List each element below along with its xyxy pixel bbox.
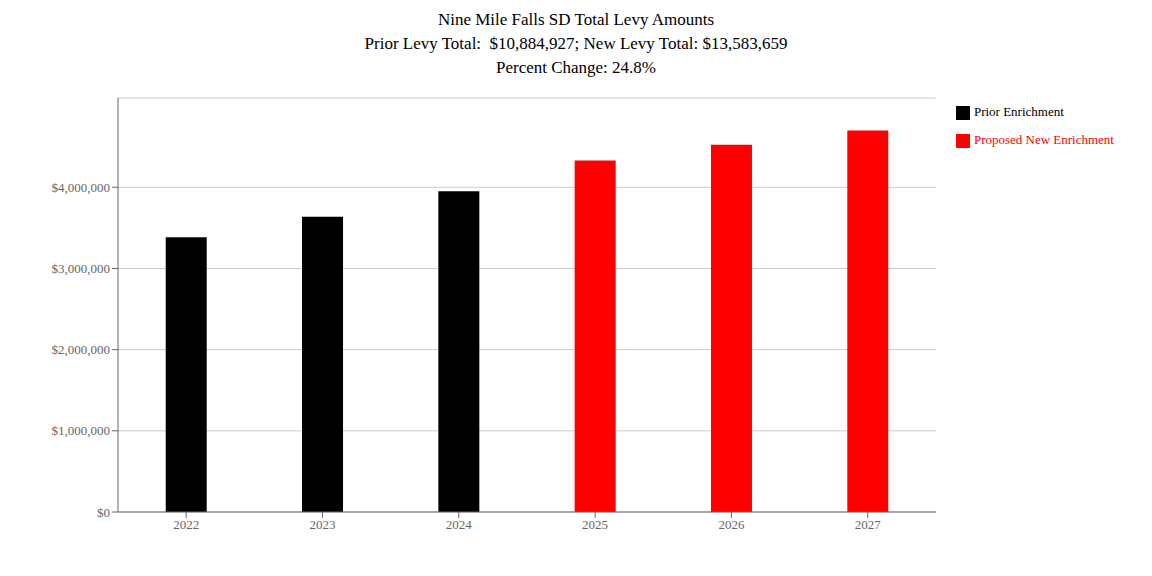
svg-text:2024: 2024	[446, 517, 473, 532]
html-text:Percent Change: 24.8%: Percent Change: 24.8%	[496, 58, 656, 77]
svg-text:2022: 2022	[173, 517, 199, 532]
svg-text:2026: 2026	[718, 517, 745, 532]
svg-text:$2,000,000: $2,000,000	[52, 342, 111, 357]
svg-text:$0: $0	[97, 505, 110, 520]
svg-text:2023: 2023	[309, 517, 335, 532]
html-text:Nine Mile Falls SD Total Levy: Nine Mile Falls SD Total Levy Amounts	[437, 10, 715, 29]
html-text:Prior Enrichment: Prior Enrichment	[973, 104, 1064, 119]
svg-text:$4,000,000: $4,000,000	[52, 180, 111, 195]
svg-text:2025: 2025	[582, 517, 608, 532]
svg-text:$3,000,000: $3,000,000	[52, 261, 111, 276]
html-text:Prior Levy Total: $10,884,927;: Prior Levy Total: $10,884,927; New Levy …	[364, 34, 788, 53]
svg-text:$1,000,000: $1,000,000	[52, 423, 111, 438]
html-text:Proposed New Enrichment: Proposed New Enrichment	[973, 132, 1114, 147]
svg-text:2027: 2027	[855, 517, 882, 532]
